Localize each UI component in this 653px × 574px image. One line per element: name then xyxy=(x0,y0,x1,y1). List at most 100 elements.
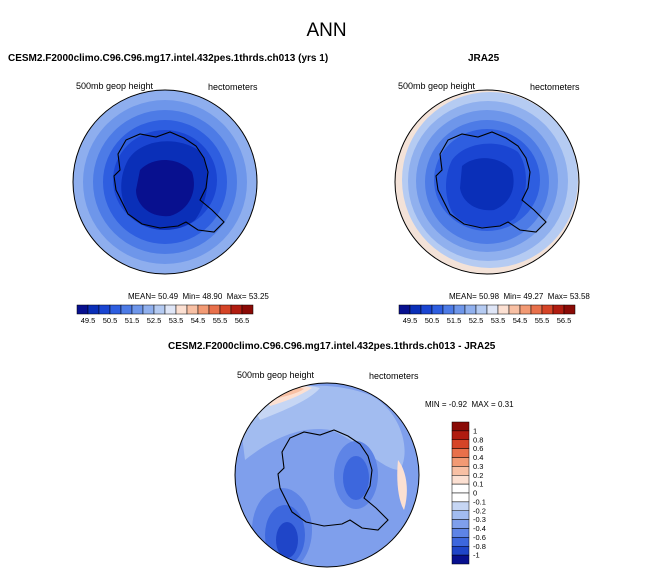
panel-1-colorbar-swatch xyxy=(153,304,166,315)
panel-3-case-title: CESM2.F2000climo.C96.C96.mg17.intel.432p… xyxy=(168,341,496,352)
panel-1-colorbar-swatch xyxy=(197,304,210,315)
panel-2-colorbar-tick-label: 55.5 xyxy=(535,316,550,325)
panel-3-colorbar-tick-label: 0.6 xyxy=(473,444,483,453)
panel-1-antarctica-outline xyxy=(113,131,225,233)
panel-2-colorbar-tick-label: 50.5 xyxy=(425,316,440,325)
panel-2-case-title: JRA25 xyxy=(468,53,500,64)
panel-2-colorbar-tick-label: 51.5 xyxy=(447,316,462,325)
panel-3-colorbar-swatch xyxy=(451,528,470,538)
panel-1-max-label: Max= xyxy=(226,292,247,301)
panel-1-colorbar-swatch xyxy=(76,304,89,315)
panel-1-colorbar-swatch xyxy=(230,304,243,315)
panel-3-colorbar-swatch xyxy=(451,492,470,503)
panel-2-colorbar-swatch xyxy=(497,304,510,315)
panel-3-colorbar-tick-label: -0.8 xyxy=(473,542,486,551)
panel-1-variable: 500mb geop height xyxy=(76,81,154,91)
panel-1-colorbar-swatch xyxy=(241,304,254,315)
panel-1-colorbar-tick-label: 56.5 xyxy=(235,316,250,325)
panel-3-colorbar-swatch xyxy=(451,448,470,458)
panel-2-colorbar-swatch xyxy=(475,304,488,315)
panel-3-colorbar-tick-label: 1 xyxy=(473,426,477,435)
panel-1-colorbar-swatch xyxy=(131,304,144,315)
panel-2-colorbar-tick-label: 49.5 xyxy=(403,316,418,325)
panel-3-colorbar-tick-label: -0.6 xyxy=(473,533,486,542)
panel-1-colorbar-tick-label: 49.5 xyxy=(81,316,96,325)
panel-1-mean: 50.49 xyxy=(158,292,179,301)
panel-3-colorbar-tick-label: -0.1 xyxy=(473,497,486,506)
panel-1-colorbar-tick-label: 52.5 xyxy=(147,316,162,325)
panel-2-colorbar-swatch xyxy=(409,304,422,315)
panel-3-colorbar-swatch xyxy=(451,457,470,467)
panel-3-units: hectometers xyxy=(369,371,419,381)
panel-3-min: -0.92 xyxy=(448,400,468,409)
panel-3-colorbar-swatch xyxy=(451,430,470,440)
panel-1-colorbar-swatch xyxy=(142,304,155,315)
panel-3-band-10 xyxy=(343,456,369,500)
panel-3-colorbar-tick-label: -0.3 xyxy=(473,515,486,524)
panel-3-max-label: MAX = xyxy=(471,400,496,409)
panel-2-units: hectometers xyxy=(530,82,580,92)
panel-1-colorbar-tick-label: 51.5 xyxy=(125,316,140,325)
panel-2-colorbar-swatch xyxy=(453,304,466,315)
panel-3-colorbar-swatch xyxy=(451,439,470,449)
panel-3-colorbar-tick-label: 0.2 xyxy=(473,471,483,480)
panel-2-colorbar-swatch xyxy=(442,304,455,315)
panel-3-colorbar-tick-label: 0.8 xyxy=(473,435,483,444)
panel-2-colorbar-swatch xyxy=(519,304,532,315)
panel-2-colorbar-swatch xyxy=(398,304,411,315)
panel-2-colorbar-swatch xyxy=(530,304,543,315)
panel-1-stats: MEAN= 50.49 Min= 48.90 Max= 53.25 xyxy=(128,292,269,301)
panel-3-colorbar-swatch xyxy=(451,537,470,547)
panel-3-map-border xyxy=(234,382,420,568)
panel-3-colorbar-tick-label: 0 xyxy=(473,489,477,498)
panel-2-variable: 500mb geop height xyxy=(398,81,476,91)
panel-3-band-8 xyxy=(276,522,298,558)
panel-3-colorbar-tick-label: -0.2 xyxy=(473,506,486,515)
panel-3-min-label: MIN = xyxy=(425,400,447,409)
panel-2-colorbar-tick-label: 54.5 xyxy=(513,316,528,325)
panel-3-colorbar-tick-label: -1 xyxy=(473,551,480,560)
panel-2-map xyxy=(394,89,580,275)
panel-3-colorbar: 10.80.60.40.30.20.10-0.1-0.2-0.3-0.4-0.6… xyxy=(451,421,486,565)
panel-1-colorbar-swatch xyxy=(109,304,122,315)
panel-1-colorbar-swatch xyxy=(186,304,199,315)
panel-1-colorbar-swatch xyxy=(87,304,100,315)
panel-3-colorbar-swatch xyxy=(451,501,470,511)
panel-1-band-6 xyxy=(136,160,194,217)
panel-1-min-label: Min= xyxy=(182,292,201,301)
panel-3-antarctica-outline xyxy=(277,429,389,531)
panel-2-min: 49.27 xyxy=(523,292,544,301)
panel-2-colorbar-swatch xyxy=(431,304,444,315)
panel-1-mean-label: MEAN= xyxy=(128,292,156,301)
panel-2-mean-label: MEAN= xyxy=(449,292,477,301)
panel-3-colorbar-swatch xyxy=(451,475,470,485)
panel-2-antarctica-outline xyxy=(435,131,547,233)
panel-2-colorbar-swatch xyxy=(552,304,565,315)
panel-3-colorbar-tick-label: 0.4 xyxy=(473,453,483,462)
panel-3-colorbar-tick-label: 0.1 xyxy=(473,480,483,489)
panel-2-max: 53.58 xyxy=(569,292,590,301)
panel-1-case-title: CESM2.F2000climo.C96.C96.mg17.intel.432p… xyxy=(8,53,329,64)
panel-1-min: 48.90 xyxy=(202,292,223,301)
panel-3-colorbar-swatch xyxy=(451,519,470,529)
panel-1-colorbar-tick-label: 55.5 xyxy=(213,316,228,325)
panel-2-colorbar-swatch xyxy=(464,304,477,315)
panel-2-colorbar-swatch xyxy=(541,304,554,315)
panel-3-max: 0.31 xyxy=(497,400,514,409)
panel-2-colorbar-tick-label: 53.5 xyxy=(491,316,506,325)
panel-1-colorbar-swatch xyxy=(164,304,177,315)
panel-1-colorbar-tick-label: 53.5 xyxy=(169,316,184,325)
panel-2-colorbar: 49.5 50.5 51.5 52.5 53.5 54.5 55.5 56.5 xyxy=(398,304,576,325)
panel-3-colorbar-swatch xyxy=(451,546,470,556)
panel-2-colorbar-swatch xyxy=(486,304,499,315)
panel-1-colorbar-swatch xyxy=(219,304,232,315)
figure-title: ANN xyxy=(306,20,347,41)
panel-3-band-5 xyxy=(397,460,407,510)
panel-3-colorbar-swatch xyxy=(451,421,470,432)
panel-2-colorbar-swatch xyxy=(508,304,521,315)
panel-2-map-border xyxy=(394,89,580,275)
panel-2-colorbar-swatch xyxy=(563,304,576,315)
panel-1-colorbar-swatch xyxy=(120,304,133,315)
panel-2-colorbar-swatch xyxy=(420,304,433,315)
